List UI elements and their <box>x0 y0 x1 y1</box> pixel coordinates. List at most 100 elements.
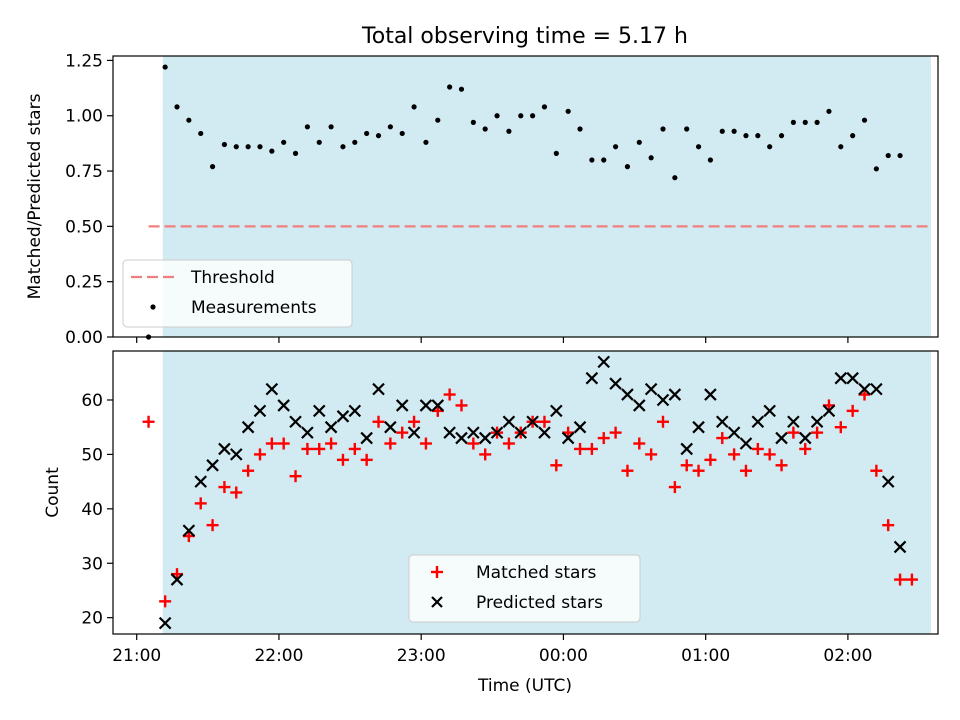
measurement-point <box>518 113 524 119</box>
predicted-star-point <box>158 616 172 630</box>
measurement-point <box>174 104 180 110</box>
matched-star-point <box>657 415 669 428</box>
count-y-ticks: 20 30 40 50 60 <box>81 391 113 629</box>
time-x-tick-label: 02:00 <box>823 646 872 666</box>
measurement-point <box>541 104 548 110</box>
measurement-point <box>269 148 275 154</box>
chart-title: Total observing time = 5.17 h <box>361 24 688 49</box>
matched-star-point <box>704 453 717 466</box>
matched-star-point <box>396 426 409 439</box>
predicted-star-point <box>194 475 207 488</box>
matched-star-point <box>265 437 278 450</box>
measurement-point <box>162 64 168 70</box>
measurement-point <box>814 119 820 125</box>
matched-star-point <box>313 442 326 455</box>
measurement-point <box>245 144 251 150</box>
count-y-axis-label: Count <box>43 467 63 518</box>
ratio-y-tick-label: 0.00 <box>65 328 103 348</box>
predicted-star-point <box>893 540 907 554</box>
ratio-legend: Threshold Measurements <box>122 259 353 328</box>
matched-star-point <box>348 442 361 455</box>
measurement-point <box>850 133 856 139</box>
predicted-star-point <box>775 431 788 445</box>
matched-star-point <box>384 437 397 450</box>
matched-star-point <box>834 421 847 434</box>
measurement-point <box>352 139 358 145</box>
measurement-point <box>328 124 334 130</box>
measurement-point <box>790 119 796 125</box>
measurement-point <box>577 126 583 132</box>
measurement-point <box>755 133 761 139</box>
ratio-panel: 0.00 0.25 0.50 0.75 1.00 1.25 Matched/Predict… <box>25 51 939 348</box>
predicted-star-point <box>526 415 539 429</box>
ratio-y-tick-label: 1.00 <box>65 107 103 127</box>
matched-star-point <box>716 432 729 445</box>
predicted-star-point <box>455 431 468 445</box>
predicted-star-point <box>597 355 611 369</box>
predicted-star-point <box>538 426 551 439</box>
matched-star-point <box>408 415 421 428</box>
measurement-point <box>233 144 239 150</box>
measurement-point <box>838 144 844 150</box>
predicted-star-point <box>633 399 646 412</box>
measurement-point <box>387 124 393 130</box>
measurement-point <box>364 130 370 137</box>
measurement-point <box>340 144 346 150</box>
count-y-tick-label: 60 <box>81 391 103 411</box>
matched-star-point <box>680 459 693 472</box>
predicted-star-point <box>182 524 196 537</box>
time-x-tick-label: 22:00 <box>254 646 303 666</box>
matched-star-point <box>787 426 800 439</box>
predicted-star-point <box>277 399 290 412</box>
predicted-star-point <box>858 382 871 396</box>
matched-star-point <box>479 448 492 461</box>
predicted-star-point <box>407 426 421 439</box>
ratio-y-tick-label: 1.25 <box>65 51 103 71</box>
legend-predicted-label: Predicted stars <box>476 593 603 613</box>
measurement-point <box>767 144 773 150</box>
matched-star-point <box>751 442 764 455</box>
predicted-star-point <box>289 415 302 429</box>
matched-star-point <box>645 448 658 461</box>
time-x-tick-label: 00:00 <box>539 646 588 666</box>
matched-star-point <box>775 459 788 472</box>
ratio-y-tick-label: 0.75 <box>65 162 103 182</box>
predicted-star-point <box>763 404 776 418</box>
measurement-point <box>660 126 666 132</box>
legend-threshold-label: Threshold <box>190 268 275 288</box>
predicted-star-point <box>810 415 824 429</box>
predicted-star-point <box>324 420 338 434</box>
predicted-star-point <box>478 431 492 445</box>
legend-measurements-label: Measurements <box>191 298 317 318</box>
matched-star-point <box>763 448 776 461</box>
matched-star-point <box>325 437 338 450</box>
measurement-point <box>494 113 500 119</box>
matched-star-point <box>739 464 752 477</box>
count-y-tick-label: 20 <box>81 609 103 629</box>
count-legend: Matched stars Predicted stars <box>408 554 641 623</box>
matched-star-point <box>253 448 266 461</box>
time-x-tick-label: 23:00 <box>397 646 446 666</box>
measurement-point <box>292 150 299 156</box>
measurement-point <box>221 141 228 148</box>
matched-star-point <box>502 437 515 450</box>
legend-predicted-swatch <box>431 596 443 608</box>
matched-star-point <box>206 519 219 532</box>
ratio-y-axis-label: Matched/Predicted stars <box>25 93 45 299</box>
predicted-star-point <box>265 382 279 396</box>
predicted-star-point <box>715 415 729 429</box>
measurement-point <box>897 152 903 159</box>
measurement-point <box>624 164 631 170</box>
legend-matched-label: Matched stars <box>476 563 596 583</box>
measurement-point <box>695 144 702 150</box>
matched-star-point <box>230 486 243 499</box>
legend-measurements-swatch <box>150 304 156 310</box>
legend-matched-swatch <box>431 566 443 578</box>
measurement-point <box>873 166 879 172</box>
predicted-star-point <box>621 388 634 401</box>
predicted-star-point <box>490 426 504 439</box>
predicted-star-point <box>787 415 800 429</box>
count-y-tick-label: 30 <box>81 554 103 574</box>
matched-star-point <box>609 426 622 439</box>
